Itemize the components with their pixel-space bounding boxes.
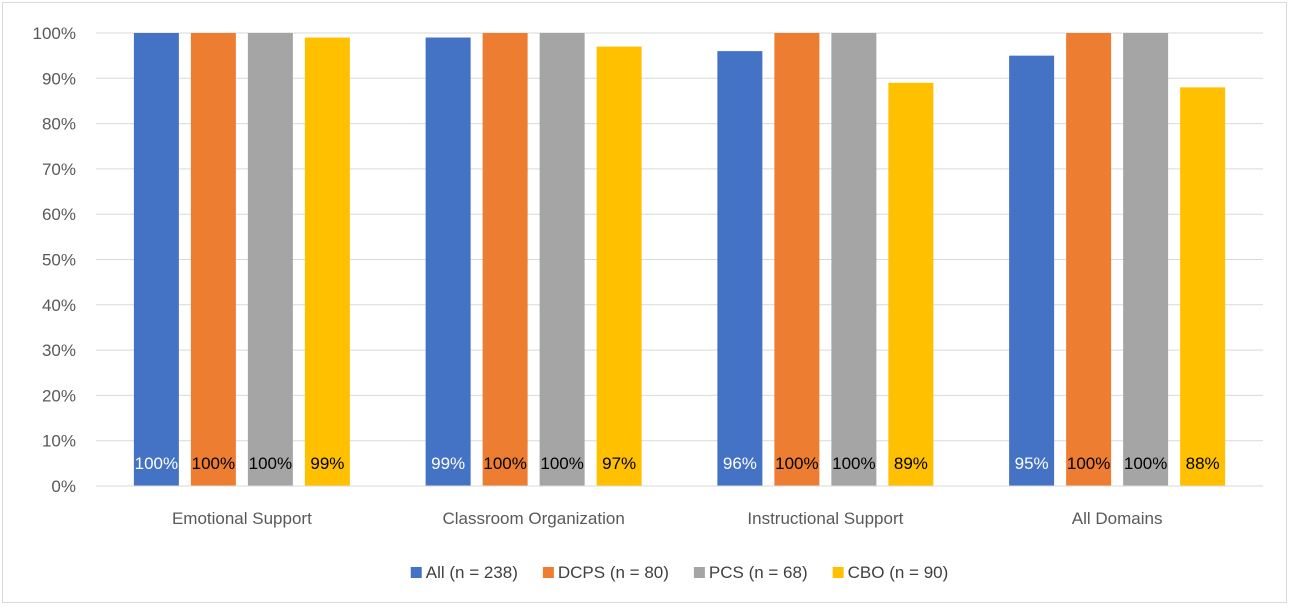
bar-value-label: 95%	[1015, 454, 1049, 473]
bar	[888, 82, 934, 486]
x-category-label: Classroom Organization	[442, 509, 624, 528]
bar-value-label: 100%	[1067, 454, 1110, 473]
bar	[247, 33, 293, 486]
y-tick-label: 30%	[42, 341, 76, 360]
bar	[831, 33, 877, 486]
legend: All (n = 238) DCPS (n = 80) PCS (n = 68) CB…	[410, 563, 949, 582]
bar-value-label: 100%	[135, 454, 178, 473]
y-tick-label: 0%	[51, 477, 76, 496]
bar-value-label: 100%	[540, 454, 583, 473]
bar	[539, 33, 585, 486]
bar	[482, 33, 528, 486]
bar-value-label: 100%	[832, 454, 875, 473]
bar-value-label: 100%	[192, 454, 235, 473]
bar	[774, 33, 820, 486]
legend-label: All (n = 238)	[426, 563, 518, 582]
bar-value-label: 89%	[894, 454, 928, 473]
bar-value-label: 100%	[249, 454, 292, 473]
legend-swatch	[832, 567, 844, 578]
y-tick-label: 10%	[42, 432, 76, 451]
bar	[1009, 55, 1055, 487]
bar	[1066, 33, 1112, 486]
legend-label: DCPS (n = 80)	[558, 563, 669, 582]
bar-value-label: 100%	[483, 454, 526, 473]
x-category-label: Instructional Support	[747, 509, 903, 528]
legend-swatch	[410, 567, 422, 578]
bar	[190, 33, 236, 486]
legend-swatch	[693, 567, 705, 578]
bar-value-label: 97%	[602, 454, 636, 473]
y-tick-label: 40%	[42, 296, 76, 315]
bar-value-label: 96%	[723, 454, 757, 473]
y-tick-label: 50%	[42, 251, 76, 270]
bar-value-label: 100%	[775, 454, 818, 473]
bar	[304, 37, 350, 486]
bar-value-label: 88%	[1186, 454, 1220, 473]
bar-value-label: 99%	[310, 454, 344, 473]
legend-swatch	[542, 567, 554, 578]
x-axis-category-labels: Emotional Support Classroom Organization I…	[172, 509, 1163, 528]
legend-label: PCS (n = 68)	[709, 563, 808, 582]
bars	[133, 33, 1226, 487]
bar	[1180, 87, 1226, 487]
x-category-label: Emotional Support	[172, 509, 312, 528]
bar	[133, 33, 179, 486]
bar-value-label: 99%	[431, 454, 465, 473]
legend-label: CBO (n = 90)	[848, 563, 949, 582]
bar	[596, 46, 642, 487]
data-labels: 100% 100% 100% 99% 99% 100% 100% 97% 96% 100% 100%…	[135, 454, 1220, 473]
y-tick-label: 80%	[42, 115, 76, 134]
y-tick-label: 100%	[33, 24, 76, 43]
y-tick-label: 70%	[42, 160, 76, 179]
y-tick-label: 90%	[42, 69, 76, 88]
y-tick-label: 20%	[42, 386, 76, 405]
y-tick-label: 60%	[42, 205, 76, 224]
bar	[425, 37, 471, 486]
x-category-label: All Domains	[1072, 509, 1163, 528]
bar	[1123, 33, 1169, 486]
bar	[717, 51, 763, 487]
bar-value-label: 100%	[1124, 454, 1167, 473]
y-axis-tick-labels: 0% 10% 20% 30% 40% 50% 60% 70% 80% 90% 100%	[33, 24, 76, 496]
